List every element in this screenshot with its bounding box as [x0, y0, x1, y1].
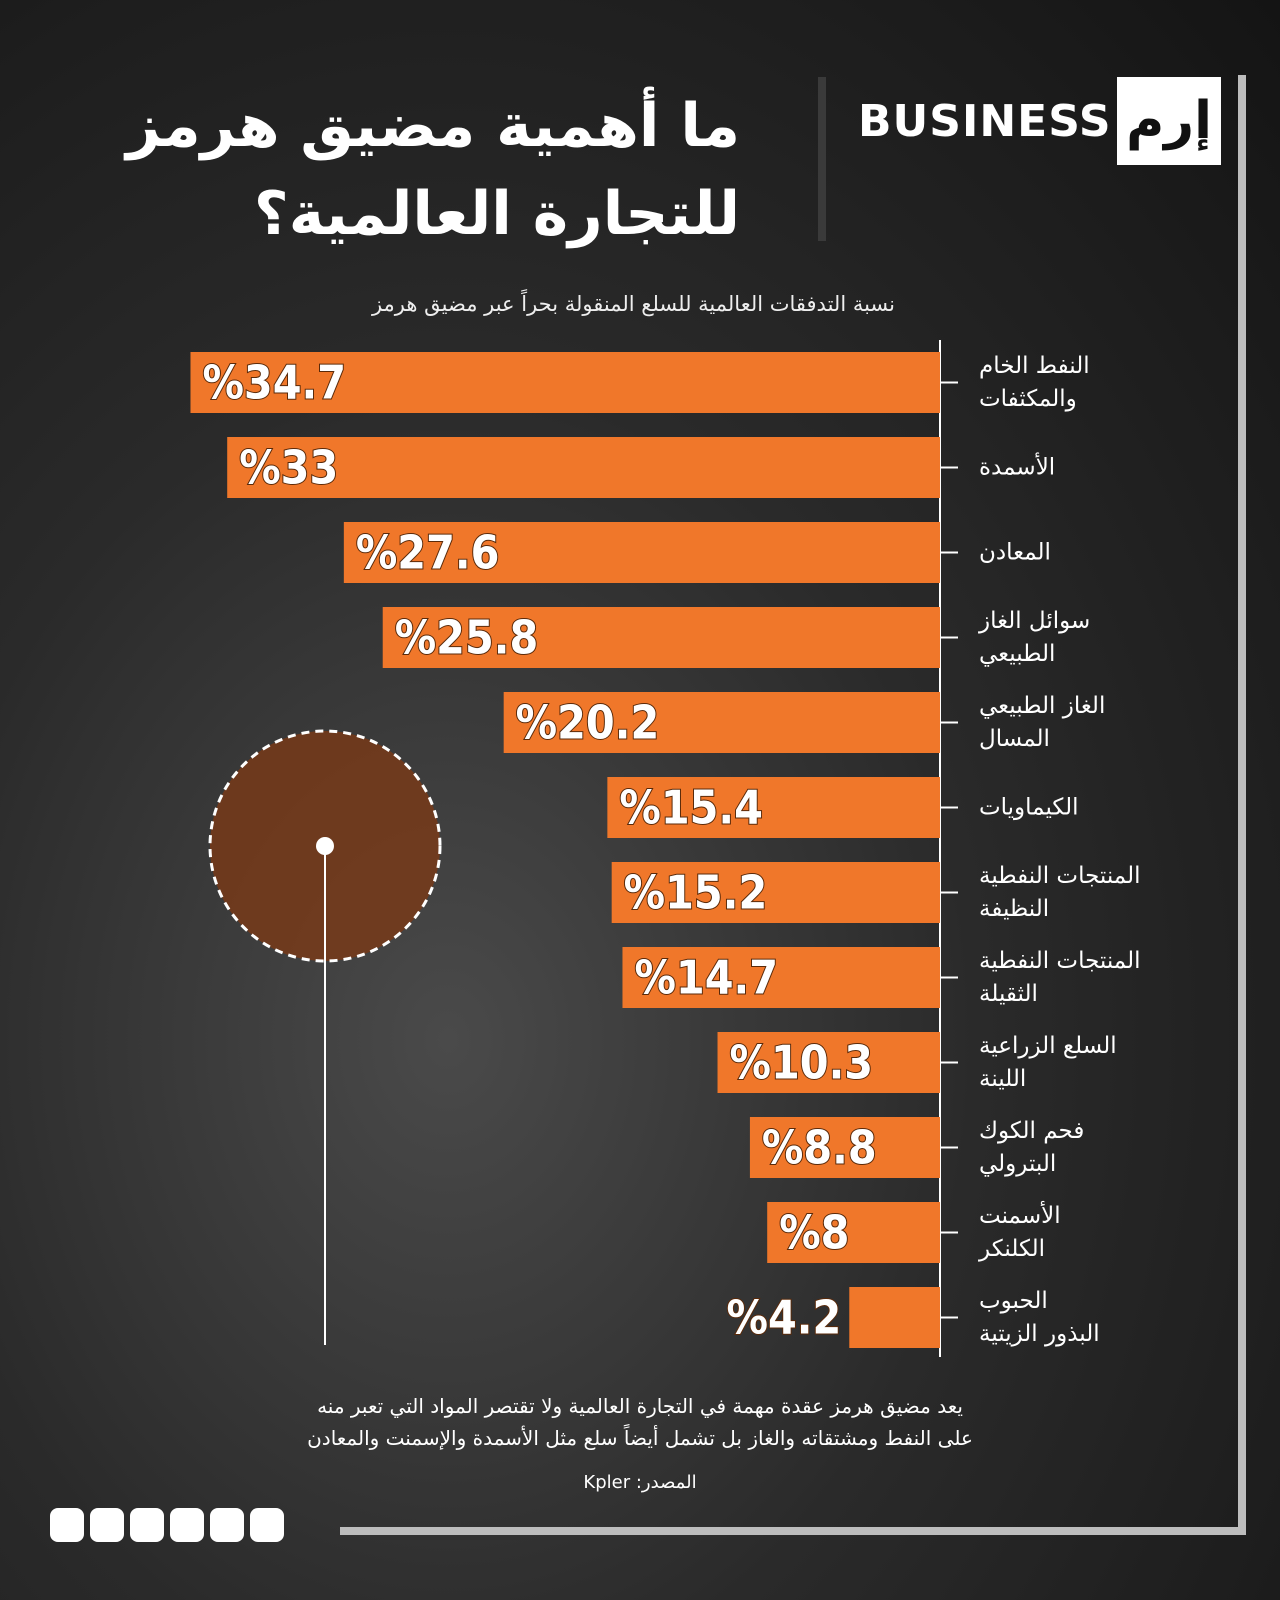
- bar: [611, 862, 940, 923]
- value-label: %8.8: [762, 1121, 877, 1175]
- bar: [190, 352, 941, 413]
- value-label: %34.7: [202, 356, 346, 410]
- category-label: سوائل الغاز الطبيعي: [979, 607, 1091, 667]
- chart-subtitle: نسبة التدفقات العالمية للسلع المنقولة بح…: [371, 292, 895, 316]
- bar: [849, 1287, 940, 1348]
- logo: إرم: [1117, 77, 1221, 165]
- category-label: الغاز الطبيعي المسال: [979, 692, 1106, 752]
- bar: [767, 1202, 940, 1263]
- value-label: %27.6: [356, 526, 500, 580]
- value-label: %33: [239, 441, 338, 495]
- category-label: الأسمنت الكلنكر: [979, 1202, 1061, 1262]
- value-label: %15.2: [624, 866, 768, 920]
- frame-right: [1238, 75, 1246, 1535]
- frame-bottom: [340, 1527, 1246, 1535]
- category-label: الأسمدة: [979, 454, 1056, 480]
- bar: [343, 522, 941, 583]
- bar: [227, 437, 940, 498]
- bar: [382, 607, 941, 668]
- category-label: المنتجات النفطية النظيفة: [979, 862, 1141, 922]
- category-label: الكيماويات: [979, 794, 1079, 820]
- bar: [717, 1032, 940, 1093]
- bar: [503, 692, 940, 753]
- bar: [622, 947, 940, 1008]
- value-label: %15.4: [619, 781, 763, 835]
- note: يعد مضيق هرمز عقدة مهمة في التجارة العال…: [307, 1394, 973, 1450]
- value-label: %4.2: [726, 1291, 841, 1345]
- value-label: %10.3: [730, 1036, 874, 1090]
- brand: BUSINESS: [858, 96, 1112, 147]
- value-label: %20.2: [516, 696, 660, 750]
- category-label: المنتجات النفطية الثقيلة: [979, 947, 1141, 1007]
- bar: [607, 777, 940, 838]
- category-label: الحبوب البذور الزيتية: [979, 1287, 1100, 1347]
- category-label: السلع الزراعية اللينة: [979, 1032, 1117, 1092]
- separator: [818, 77, 826, 241]
- title: ما أهمية مضيق هرمز للتجارة العالمية؟: [126, 91, 740, 249]
- social-icons: [50, 1508, 284, 1542]
- category-label: النفط الخام والمكثفات: [979, 352, 1090, 412]
- value-label: %14.7: [634, 951, 778, 1005]
- bar: [749, 1117, 940, 1178]
- source: المصدر: Kpler: [583, 1472, 697, 1493]
- value-label: %8: [779, 1206, 849, 1260]
- pointer-dot: [316, 837, 334, 855]
- value-label: %25.8: [395, 611, 539, 665]
- category-label: فحم الكوك البترولي: [979, 1117, 1085, 1177]
- category-label: المعادن: [979, 539, 1051, 565]
